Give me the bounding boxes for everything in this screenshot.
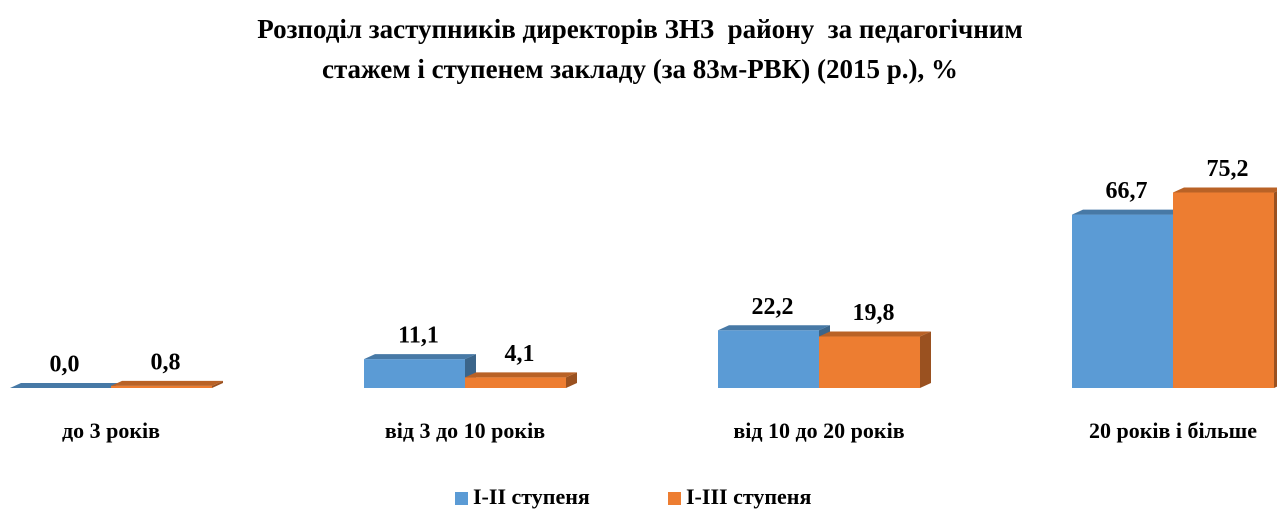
data-label: 11,1	[398, 323, 439, 349]
bar	[111, 385, 212, 388]
bar	[364, 359, 465, 388]
bar-top	[364, 354, 476, 360]
x-tick-label: 20 років і більше	[1089, 418, 1257, 443]
data-label: 22,2	[752, 294, 794, 320]
chart-title: Розподіл заступників директорів ЗНЗ райо…	[257, 14, 1023, 44]
bar-side	[566, 372, 577, 388]
data-label: 75,2	[1207, 156, 1249, 182]
bar-side	[920, 331, 931, 388]
bar	[1072, 214, 1173, 388]
data-label: 19,8	[853, 300, 895, 326]
bar-top	[819, 331, 931, 337]
data-label: 66,7	[1106, 178, 1148, 204]
bar-side	[212, 380, 223, 388]
bar	[1173, 192, 1274, 388]
bar-top	[10, 383, 122, 388]
bar-side	[1274, 191, 1277, 388]
legend-label: І-ІІІ ступеня	[686, 484, 811, 509]
bar-top	[1173, 187, 1277, 193]
bar	[465, 377, 566, 388]
data-label: 0,8	[151, 349, 181, 375]
bar-top	[1072, 209, 1184, 215]
bar	[718, 330, 819, 388]
legend-label: І-ІІ ступеня	[473, 484, 590, 509]
chart-title: стажем і ступенем закладу (за 83м-РВК) (…	[322, 54, 958, 84]
bar-top	[465, 372, 577, 378]
data-label: 0,0	[50, 352, 80, 378]
x-tick-label: від 3 до 10 років	[385, 418, 545, 443]
x-tick-label: від 10 до 20 років	[733, 418, 904, 443]
bar-top	[718, 325, 830, 331]
data-label: 4,1	[505, 341, 535, 367]
legend-swatch	[455, 492, 468, 505]
bar	[819, 336, 920, 388]
legend-swatch	[668, 492, 681, 505]
x-tick-label: до 3 років	[62, 418, 160, 443]
bar-top	[111, 380, 223, 386]
